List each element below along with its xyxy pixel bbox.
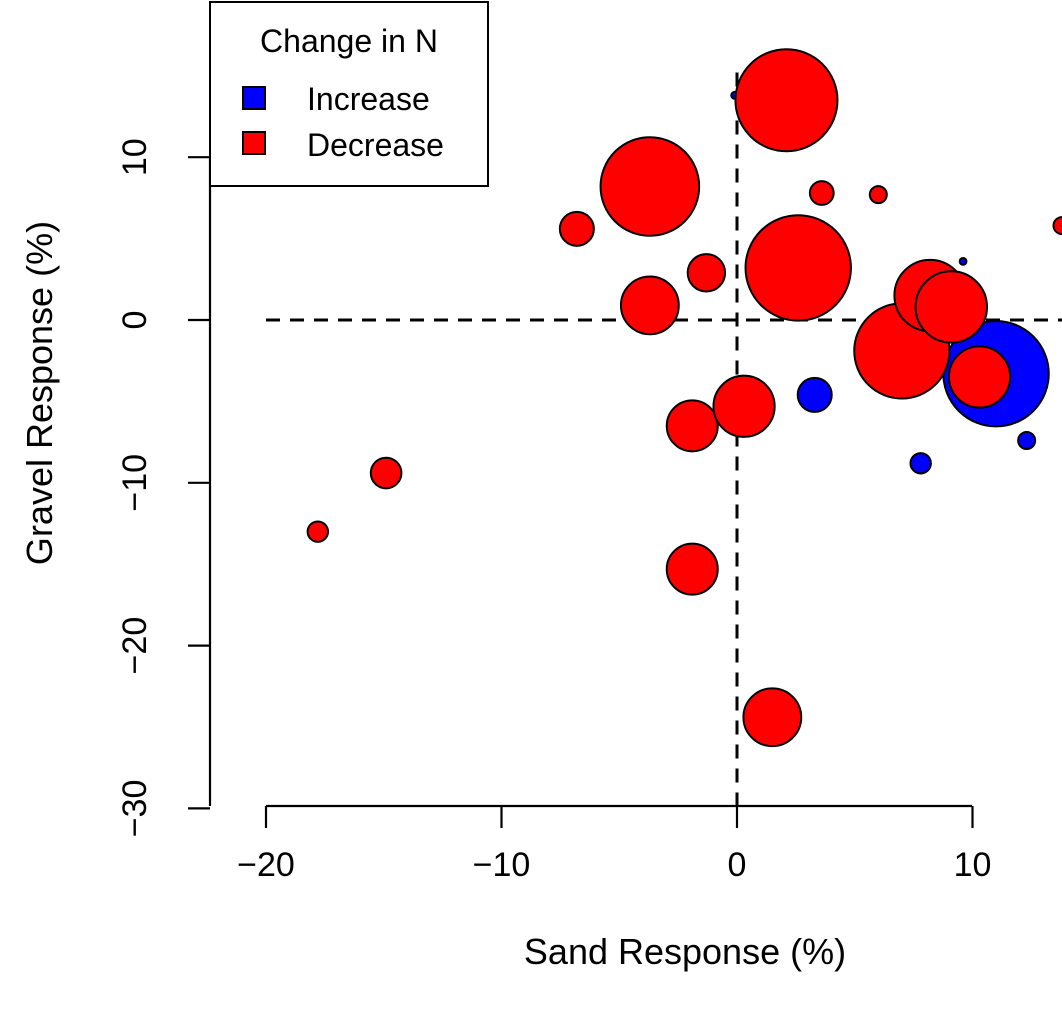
- y-tick-label: −20: [116, 617, 154, 675]
- x-axis-title: Sand Response (%): [524, 931, 846, 972]
- y-axis-ticks: −30 −20 −10 0 10: [116, 138, 210, 837]
- data-points: [306, 48, 1062, 748]
- x-tick-label: 10: [954, 846, 992, 884]
- legend-label-decrease: Decrease: [307, 127, 444, 163]
- data-point-decrease: [712, 374, 776, 438]
- data-point-increase: [1017, 430, 1037, 450]
- data-point-decrease: [686, 253, 727, 293]
- data-point-decrease: [742, 687, 803, 748]
- data-point-decrease: [914, 270, 989, 344]
- data-point-decrease: [558, 210, 595, 247]
- data-point-increase: [796, 376, 833, 413]
- y-tick-label: 10: [116, 138, 154, 176]
- data-point-decrease: [868, 185, 888, 205]
- data-point-decrease: [665, 399, 719, 453]
- y-tick-label: 0: [116, 311, 154, 330]
- data-point-decrease: [665, 542, 719, 596]
- data-point-decrease: [808, 180, 835, 206]
- x-tick-label: 0: [728, 846, 747, 884]
- data-point-decrease: [744, 214, 852, 322]
- data-point-increase: [909, 452, 932, 475]
- data-point-decrease: [734, 48, 839, 153]
- x-tick-label: −10: [473, 846, 531, 884]
- data-point-decrease: [306, 520, 330, 543]
- data-point-decrease: [599, 136, 701, 237]
- y-axis-title: Gravel Response (%): [19, 221, 60, 565]
- y-tick-label: −30: [116, 780, 154, 838]
- x-tick-label: −20: [237, 846, 295, 884]
- data-point-decrease: [369, 456, 403, 490]
- legend-label-increase: Increase: [307, 81, 430, 117]
- y-tick-label: −10: [116, 454, 154, 512]
- legend: Change in N Increase Decrease: [209, 1, 489, 187]
- data-point-decrease: [1052, 216, 1062, 236]
- legend-title: Change in N: [260, 23, 438, 59]
- data-point-increase: [958, 256, 968, 266]
- legend-swatch-decrease: [242, 131, 266, 155]
- data-point-decrease: [619, 275, 680, 336]
- x-axis-ticks: −20 −10 0 10: [237, 806, 991, 884]
- legend-swatch-increase: [242, 86, 266, 110]
- data-point-decrease: [947, 345, 1012, 409]
